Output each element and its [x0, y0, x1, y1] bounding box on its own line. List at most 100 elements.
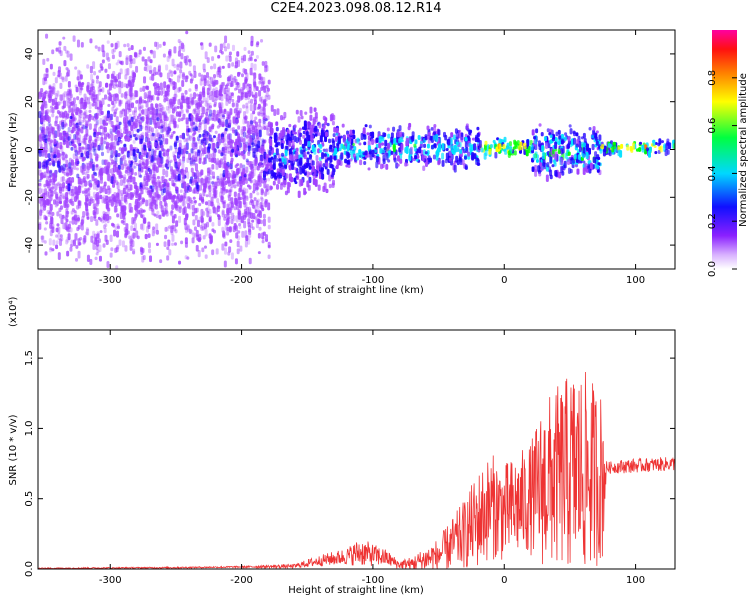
spectrogram-cell	[156, 132, 160, 138]
spectrogram-cell	[211, 180, 215, 188]
spectrogram-cell	[242, 104, 246, 109]
spectrogram-cell	[48, 136, 52, 145]
spectrogram-cell	[216, 197, 220, 204]
spectrogram-cell	[298, 127, 302, 131]
spectrogram-cell	[303, 151, 307, 160]
spectrogram-cell	[106, 261, 110, 268]
spectrogram-cell	[263, 98, 267, 103]
spectrogram-cell	[237, 230, 241, 234]
spectrogram-cell	[253, 86, 257, 92]
spectrogram-cell	[217, 215, 221, 220]
spectrogram-cell	[199, 78, 203, 86]
spectrogram-cell	[212, 135, 216, 139]
spectrogram-cell	[54, 120, 58, 127]
spectrogram-cell	[153, 165, 157, 172]
spectrogram-cell	[352, 153, 356, 158]
spectrogram-cell	[400, 143, 404, 151]
spectrogram-cell	[55, 244, 59, 250]
spectrogram-cell	[233, 108, 237, 114]
spectrogram-cell	[202, 161, 206, 165]
spectrogram-cell	[645, 147, 649, 152]
spectrogram-cell	[101, 97, 105, 106]
spectrogram-cell	[270, 104, 274, 112]
spectrogram-cell	[113, 229, 117, 237]
spectrogram-cell	[506, 146, 510, 151]
spectrogram-cell	[471, 137, 475, 141]
spectrogram-cell	[113, 151, 117, 155]
spectrogram-cell	[124, 230, 128, 239]
spectrogram-cell	[172, 199, 176, 205]
spectrogram-cell	[143, 66, 147, 72]
spectrogram-cell	[108, 96, 112, 102]
spectrogram-cell	[151, 228, 155, 237]
spectrogram-cell	[226, 229, 230, 236]
spectrogram-cell	[278, 158, 282, 162]
spectrogram-cell	[223, 216, 227, 221]
spectrogram-cell	[129, 238, 133, 245]
spectrogram-cell	[228, 55, 232, 62]
spectrogram-cell	[575, 159, 579, 163]
spectrogram-cell	[70, 118, 74, 126]
spectrogram-cell	[612, 141, 616, 146]
spectrogram-cell	[168, 69, 172, 74]
spectrogram-cell	[159, 158, 163, 167]
spectrogram-cell	[111, 54, 115, 60]
spectrogram-cell	[72, 239, 76, 247]
spectrogram-cell	[98, 69, 102, 73]
spectrogram-cell	[197, 238, 201, 243]
spectrogram-cell	[241, 132, 245, 137]
spectrogram-cell	[145, 85, 149, 90]
spectrogram-cell	[122, 108, 126, 112]
spectrogram-cell	[249, 179, 253, 184]
spectrogram-cell	[326, 168, 330, 175]
spectrogram-cell	[137, 103, 141, 111]
spectrogram-cell	[55, 234, 59, 238]
spectrogram-cell	[318, 149, 322, 153]
spectrogram-cell	[80, 165, 84, 173]
spectrogram-cell	[131, 163, 135, 170]
spectrogram-cell	[209, 235, 213, 244]
spectrogram-cell	[97, 238, 101, 244]
spectrogram-cell	[195, 93, 199, 97]
spectrogram-cell	[53, 146, 57, 154]
spectrogram-cell	[250, 120, 254, 125]
spectrogram-cell	[341, 123, 345, 128]
spectrogram-cell	[48, 162, 52, 167]
spectrogram-cell	[247, 145, 251, 152]
spectrogram-cell	[201, 225, 205, 232]
spectrogram-cell	[114, 156, 118, 163]
spectrogram-cell	[151, 208, 155, 216]
spectrogram-cell	[99, 104, 103, 108]
spectrogram-cell	[340, 152, 344, 160]
spectrogram-cell	[57, 252, 61, 260]
spectrogram-cell	[461, 159, 465, 166]
spectrogram-cell	[242, 168, 246, 176]
spectrogram-cell	[168, 177, 172, 182]
spectrogram-cell	[164, 163, 168, 168]
spectrogram-cell	[233, 184, 237, 189]
spectrogram-cell	[287, 134, 291, 141]
spectrogram-cell	[221, 209, 225, 218]
spectrogram-cell	[48, 84, 52, 92]
spectrogram-cell	[208, 84, 212, 91]
spectrogram-cell	[241, 175, 245, 183]
spectrogram-cell	[119, 61, 123, 65]
spectrogram-cell	[72, 35, 76, 42]
spectrogram-cell	[149, 255, 153, 263]
spectrogram-cell	[236, 81, 240, 86]
spectrogram-cell	[267, 254, 271, 259]
spectrogram-cell	[40, 106, 44, 110]
spectrogram-cell	[83, 111, 87, 116]
spectrogram-cell	[67, 126, 71, 133]
spectrogram-cell	[296, 172, 300, 180]
spectrogram-cell	[142, 85, 146, 92]
spectrogram-y-tick-label: -40	[24, 237, 35, 253]
spectrogram-cell	[240, 136, 244, 143]
spectrogram-cell	[163, 182, 167, 190]
spectrogram-cell	[244, 240, 248, 248]
spectrogram-cell	[80, 97, 84, 102]
spectrogram-cell	[182, 200, 186, 209]
spectrogram-cell	[597, 156, 601, 161]
spectrogram-cell	[196, 219, 200, 228]
spectrogram-cell	[214, 87, 218, 92]
